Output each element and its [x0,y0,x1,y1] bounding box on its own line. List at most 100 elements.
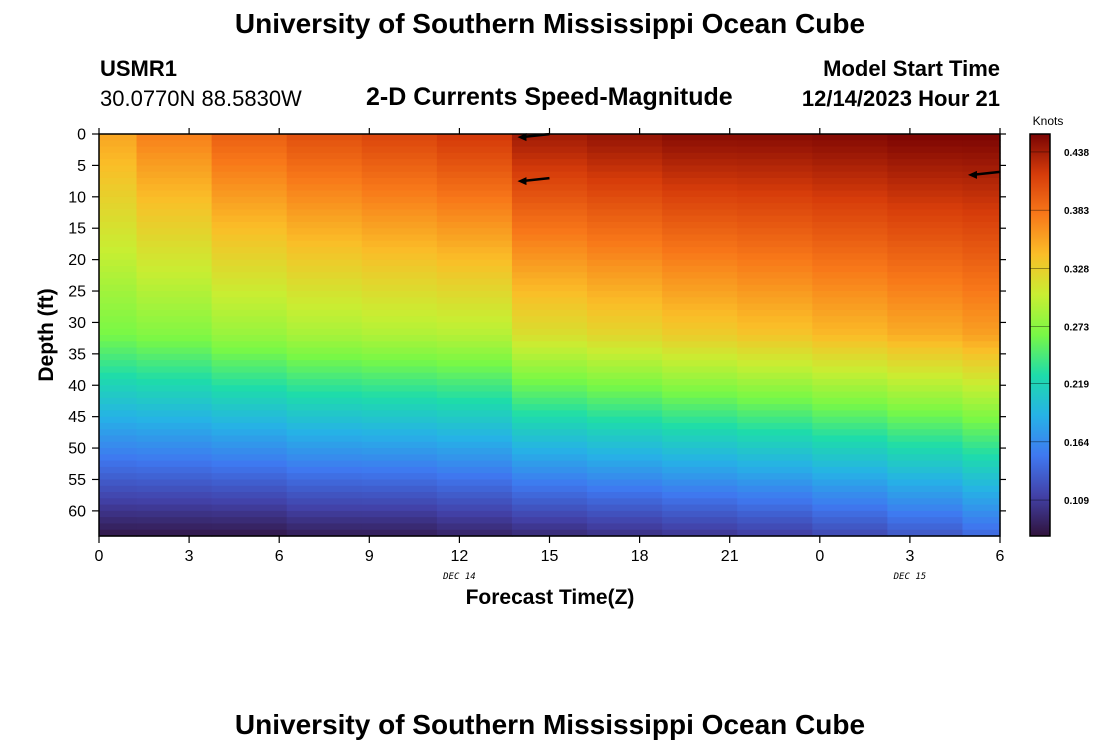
heatmap-cell [662,215,738,223]
heatmap-cell [662,498,738,506]
heatmap-cell [587,146,663,154]
heatmap-cell [511,466,588,474]
heatmap-cell [887,410,964,418]
heatmap-cell [361,353,438,361]
heatmap-cell [361,498,438,506]
heatmap-cell [737,184,813,192]
heatmap-cell [962,360,1001,368]
heatmap-cell [211,297,288,305]
heatmap-cell [887,265,964,273]
heatmap-cell [887,441,964,449]
heatmap-cell [436,498,513,506]
heatmap-cell [737,247,813,254]
heatmap-cell [511,215,588,223]
heatmap-cell [887,284,964,292]
x-tick-label: 21 [721,548,739,565]
heatmap-cell [662,422,738,430]
heatmap-cell [962,416,1001,424]
heatmap-cell [662,328,738,336]
heatmap-cell [587,510,663,518]
plot-subtitle: 2-D Currents Speed-Magnitude [366,83,733,111]
heatmap-cell [962,397,1001,405]
heatmap-cell [211,309,288,317]
heatmap-cell [211,435,288,443]
heatmap-cell [737,234,813,242]
heatmap-cell [211,341,288,349]
heatmap-cell [286,485,363,493]
heatmap-cell [887,460,964,468]
y-tick-label: 50 [68,441,86,458]
heatmap-cell [436,448,513,455]
heatmap-cell [511,159,588,167]
heatmap-cell [662,278,738,286]
heatmap-cell [211,466,288,474]
heatmap-cell [737,479,813,487]
heatmap-cell [887,372,964,380]
heatmap-cell [286,397,363,405]
heatmap-cell [587,397,663,405]
heatmap-cell [511,416,588,424]
heatmap-cell [436,460,513,468]
heatmap-cell [361,196,438,204]
heatmap-cell [99,303,138,311]
heatmap-cell [511,297,588,305]
heatmap-cell [286,391,363,399]
heatmap-cell [511,523,588,531]
heatmap-cell [286,504,363,512]
heatmap-cell [211,347,288,355]
heatmap-cell [587,328,663,336]
heatmap-cell [587,165,663,173]
heatmap-cell [587,196,663,204]
heatmap-cell [887,134,964,141]
heatmap-cell [361,404,438,411]
heatmap-cell [511,228,588,236]
heatmap-cell [99,259,138,267]
heatmap-cell [436,259,513,267]
x-axis-title: Forecast Time(Z) [466,586,635,609]
heatmap-cell [511,385,588,393]
heatmap-cell [587,416,663,424]
heatmap-cell [361,240,438,248]
heatmap-cell [286,328,363,336]
heatmap-cell [136,416,213,424]
heatmap-cell [587,460,663,468]
heatmap-cell [361,441,438,449]
heatmap-cell [436,322,513,330]
heatmap-cell [436,391,513,399]
heatmap-cell [211,529,288,537]
heatmap-cell [662,196,738,204]
heatmap-cell [436,378,513,386]
heatmap-cell [99,492,138,499]
heatmap-cell [737,328,813,336]
heatmap-cell [812,140,888,148]
heatmap-cell [737,397,813,405]
heatmap-cell [99,278,138,286]
heatmap-cell [136,435,213,443]
heatmap-cell [286,184,363,192]
heatmap-cell [887,498,964,506]
heatmap-cell [511,510,588,518]
heatmap-cell [436,265,513,273]
heatmap-cell [286,316,363,324]
heatmap-cell [99,404,138,411]
heatmap-cell [962,404,1001,411]
heatmap-cell [962,297,1001,305]
heatmap-cell [436,253,513,261]
heatmap-cell [887,209,964,217]
x-tick-label: 6 [275,548,284,565]
heatmap-cell [211,322,288,330]
heatmap-cell [211,504,288,512]
heatmap-cell [136,517,213,525]
heatmap-cell [587,221,663,229]
heatmap-cell [99,448,138,455]
heatmap-cell [962,385,1001,393]
heatmap-cell [812,385,888,393]
heatmap-cell [587,360,663,368]
heatmap-cell [211,190,288,198]
heatmap-cell [511,309,588,317]
heatmap-cell [136,265,213,273]
heatmap-cell [361,448,438,455]
heatmap-cell [99,196,138,204]
heatmap-cell [286,259,363,267]
heatmap-cell [436,284,513,292]
